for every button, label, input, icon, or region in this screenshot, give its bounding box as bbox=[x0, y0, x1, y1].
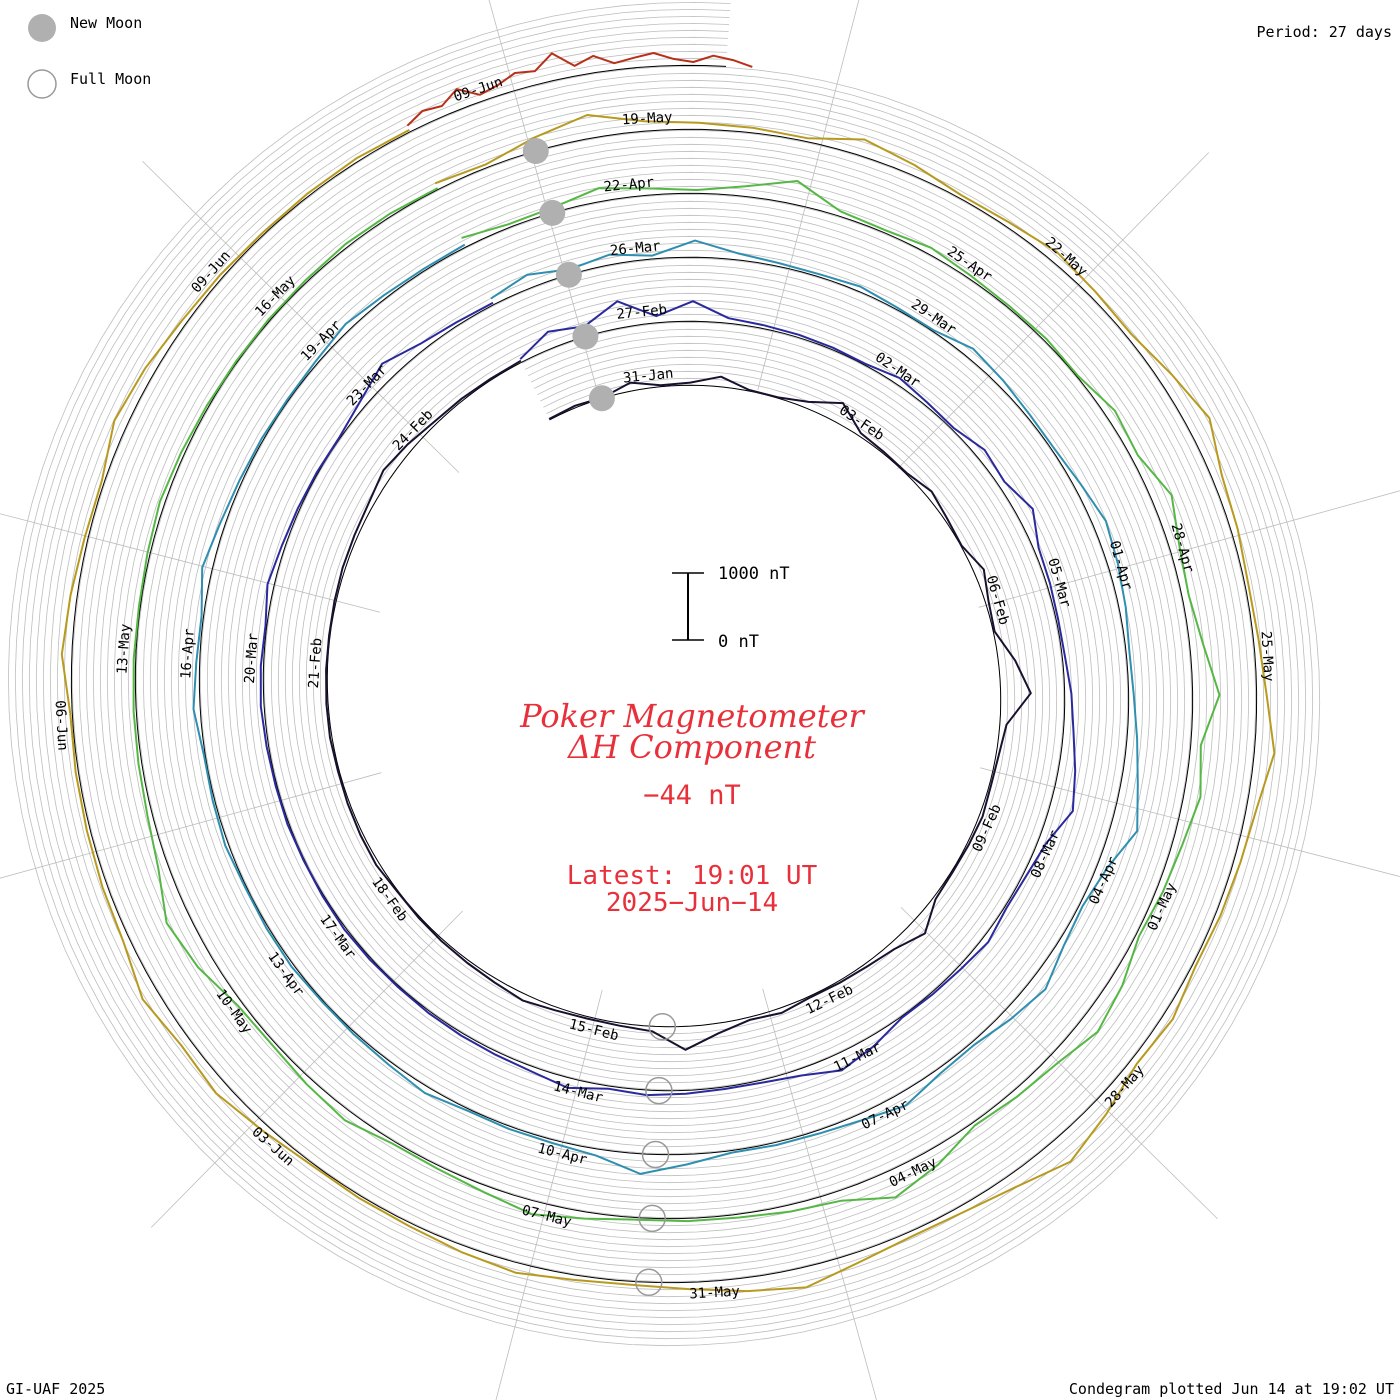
grid-ring-4 bbox=[42, 36, 1286, 1312]
date-label: 26-Mar bbox=[609, 238, 661, 259]
date-label: 07-Apr bbox=[859, 1097, 912, 1133]
series-line-rev-1 bbox=[325, 359, 1032, 1051]
chart-title: Poker Magnetometer bbox=[519, 697, 865, 735]
grid-spoke bbox=[0, 513, 381, 613]
date-label: 05-Mar bbox=[1044, 556, 1073, 609]
date-label: 04-May bbox=[887, 1154, 940, 1190]
full-moon-marker bbox=[638, 1204, 666, 1233]
scale-bar: 1000 nT 0 nT bbox=[672, 564, 790, 652]
date-label: 08-Mar bbox=[1028, 828, 1063, 881]
new-moon-marker bbox=[555, 261, 582, 288]
plotted-timestamp: Condegram plotted Jun 14 at 19:02 UT bbox=[1068, 1380, 1394, 1398]
grid-spoke bbox=[488, 0, 598, 392]
series-lines bbox=[60, 52, 1276, 1293]
grid-ring-9 bbox=[7, 1, 1321, 1347]
grid-spoke bbox=[0, 772, 382, 879]
new-moon-marker bbox=[539, 199, 566, 226]
moon-markers bbox=[522, 138, 677, 1297]
date-label: 09-Jun bbox=[452, 74, 505, 105]
date-label: 11-Mar bbox=[831, 1039, 884, 1075]
date-label: 04-Apr bbox=[1086, 854, 1121, 907]
scale-top-label: 1000 nT bbox=[718, 564, 790, 584]
grid-ring-3 bbox=[49, 43, 1279, 1305]
date-label: 19-May bbox=[621, 109, 672, 128]
series-line-rev-4 bbox=[132, 180, 1221, 1223]
full-moon-marker bbox=[645, 1076, 673, 1105]
date-label: 27-Feb bbox=[616, 302, 668, 323]
grid-spoke bbox=[979, 767, 1400, 878]
date-label: 09-Feb bbox=[970, 802, 1005, 855]
grid-spoke bbox=[495, 989, 603, 1400]
grid-spoke bbox=[150, 910, 463, 1228]
date-label: 06-Jun bbox=[52, 700, 71, 751]
legend bbox=[27, 14, 57, 99]
date-label: 25-May bbox=[1258, 631, 1277, 682]
new-moon-marker bbox=[588, 385, 615, 412]
grid-spoke bbox=[897, 152, 1210, 470]
date-label: 22-Apr bbox=[603, 174, 655, 195]
chart-subtitle: ΔH Component bbox=[566, 728, 816, 766]
latest-date: 2025−Jun−14 bbox=[606, 888, 778, 918]
grid-rings bbox=[7, 1, 1321, 1347]
grid-ring-5 bbox=[35, 29, 1293, 1319]
full-moon-marker bbox=[648, 1012, 677, 1041]
series-line-rev-5 bbox=[60, 114, 1276, 1293]
date-label: 21-Feb bbox=[306, 637, 326, 689]
grid-ring-6 bbox=[28, 22, 1300, 1326]
new-moon-marker bbox=[522, 138, 549, 164]
series-line-rev-3 bbox=[192, 239, 1139, 1175]
grid-spoke bbox=[757, 0, 860, 391]
grid-ring-2 bbox=[56, 50, 1272, 1298]
grid-spoke bbox=[900, 907, 1218, 1220]
grid-spoke bbox=[762, 988, 877, 1400]
date-label: 01-May bbox=[1145, 881, 1180, 934]
series-line-rev-6 bbox=[406, 52, 753, 127]
full-moon-marker bbox=[641, 1140, 670, 1169]
date-label: 13-May bbox=[114, 623, 134, 675]
new-moon-marker bbox=[572, 323, 599, 350]
grid-ring-8 bbox=[14, 8, 1314, 1340]
date-label: 20-Mar bbox=[242, 633, 262, 685]
legend-new-moon-label: New Moon bbox=[70, 14, 143, 32]
series-line-rev-2 bbox=[259, 300, 1077, 1097]
full-moon-icon bbox=[27, 69, 57, 99]
grid-ring-1 bbox=[63, 57, 1265, 1291]
new-moon-icon bbox=[28, 14, 56, 42]
date-label: 31-Jan bbox=[622, 366, 674, 387]
current-value: −44 nT bbox=[643, 780, 741, 811]
latest-time: Latest: 19:01 UT bbox=[567, 861, 818, 891]
credit-label: GI-UAF 2025 bbox=[6, 1380, 106, 1398]
scale-bottom-label: 0 nT bbox=[718, 632, 759, 652]
full-moon-marker bbox=[635, 1268, 663, 1297]
grid-ring-7 bbox=[21, 15, 1307, 1333]
grid-spoke bbox=[142, 160, 460, 473]
center-title-block: Poker Magnetometer ΔH Component −44 nT L… bbox=[519, 697, 865, 918]
date-label: 16-Apr bbox=[178, 628, 198, 680]
legend-full-moon-label: Full Moon bbox=[70, 70, 152, 88]
date-label: 31-May bbox=[689, 1284, 740, 1303]
period-label: Period: 27 days bbox=[1256, 23, 1392, 41]
